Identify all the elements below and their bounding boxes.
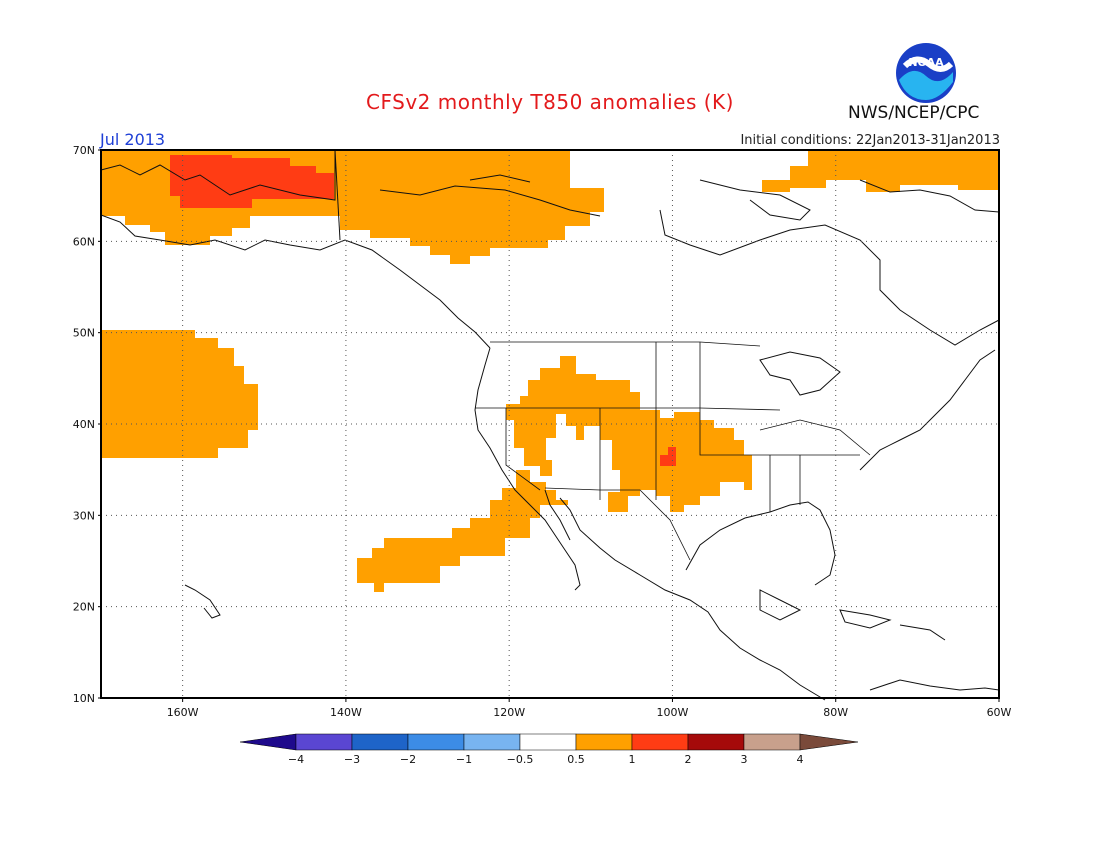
colorbar-swatch bbox=[687, 733, 745, 751]
colorbar: −4 −3 −2 −1 −0.5 0.5 1 2 3 4 bbox=[239, 733, 859, 766]
latitude-label: 40N bbox=[73, 418, 95, 431]
colorbar-swatch bbox=[575, 733, 633, 751]
longitude-label: 80W bbox=[823, 706, 848, 719]
longitude-label: 100W bbox=[657, 706, 689, 719]
latitude-label: 20N bbox=[73, 601, 95, 614]
colorbar-swatch bbox=[295, 733, 353, 751]
colorbar-label: 4 bbox=[797, 753, 804, 766]
political-borders bbox=[475, 341, 871, 561]
longitude-label: 60W bbox=[987, 706, 1012, 719]
colorbar-label: −0.5 bbox=[507, 753, 534, 766]
colorbar-swatch bbox=[463, 733, 521, 751]
colorbar-label: −3 bbox=[344, 753, 360, 766]
longitude-label: 160W bbox=[167, 706, 199, 719]
latitude-label: 10N bbox=[73, 692, 95, 705]
colorbar-swatch bbox=[743, 733, 801, 751]
latitude-label: 70N bbox=[73, 144, 95, 157]
colorbar-label: 2 bbox=[685, 753, 692, 766]
colorbar-label: −2 bbox=[400, 753, 416, 766]
colorbar-label: −1 bbox=[456, 753, 472, 766]
colorbar-swatch bbox=[631, 733, 689, 751]
noaa-logo-icon: NOAA bbox=[896, 43, 956, 103]
colorbar-label: 1 bbox=[629, 753, 636, 766]
latitude-label: 30N bbox=[73, 509, 95, 522]
latitude-label: 60N bbox=[73, 235, 95, 248]
colorbar-max-arrow bbox=[799, 733, 859, 751]
svg-text:NOAA: NOAA bbox=[908, 56, 944, 69]
forecast-month: Jul 2013 bbox=[100, 130, 166, 149]
colorbar-label: 3 bbox=[741, 753, 748, 766]
colorbar-label: 0.5 bbox=[567, 753, 585, 766]
colorbar-swatch bbox=[519, 733, 577, 751]
anomaly-fill-layer bbox=[101, 150, 999, 592]
colorbar-swatch bbox=[407, 733, 465, 751]
initial-conditions: Initial conditions: 22Jan2013-31Jan2013 bbox=[740, 133, 1000, 148]
longitude-label: 140W bbox=[330, 706, 362, 719]
agency-label: NWS/NCEP/CPC bbox=[848, 103, 980, 123]
map-title: CFSv2 monthly T850 anomalies (K) bbox=[366, 90, 734, 114]
latitude-labels: 70N 60N 50N 40N 30N 20N 10N bbox=[73, 144, 101, 705]
coastlines bbox=[100, 149, 1000, 701]
colorbar-label: −4 bbox=[288, 753, 304, 766]
longitude-label: 120W bbox=[493, 706, 525, 719]
colorbar-swatch bbox=[351, 733, 409, 751]
colorbar-min-arrow bbox=[239, 733, 297, 751]
latitude-label: 50N bbox=[73, 327, 95, 340]
longitude-labels: 160W 140W 120W 100W 80W 60W bbox=[167, 698, 1012, 719]
